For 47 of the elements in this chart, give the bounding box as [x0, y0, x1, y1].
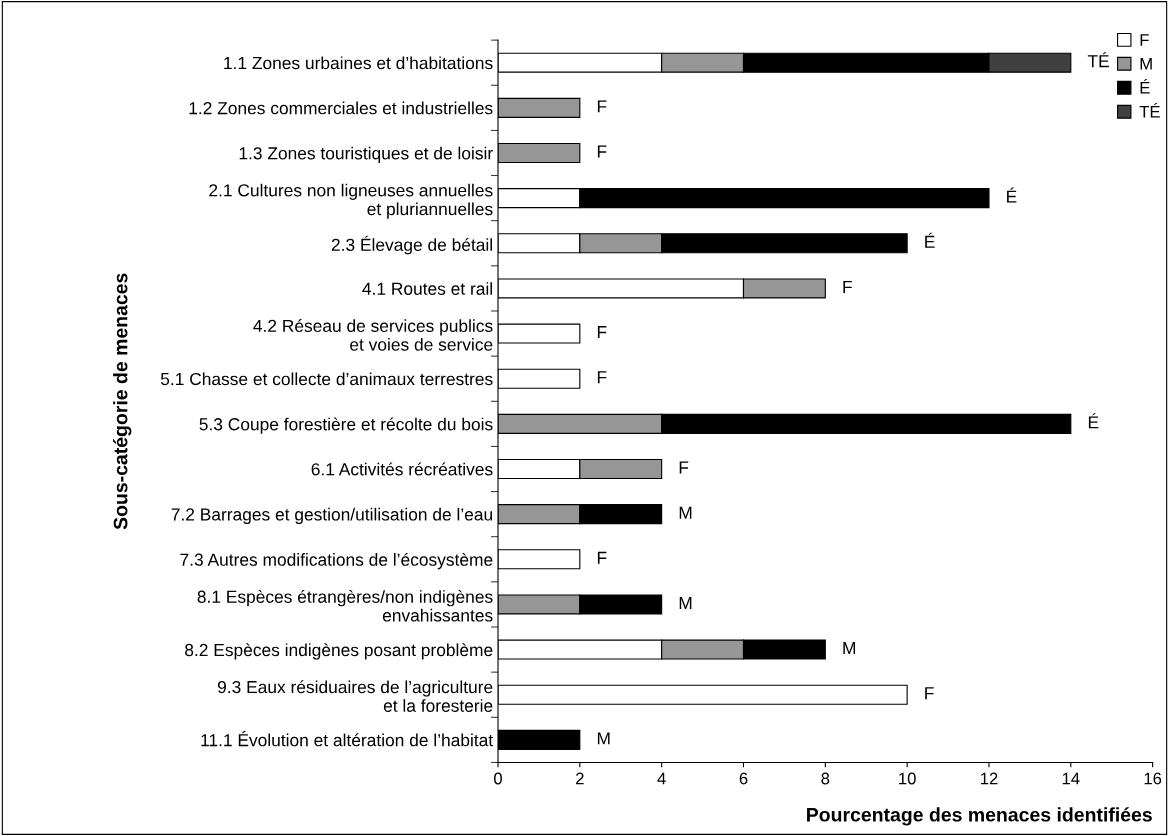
annotation: É — [1007, 187, 1017, 203]
x-tick-label: 14 — [1062, 772, 1080, 785]
y-tick-label: 11.1 Évolution et altération de l’habitat — [201, 731, 494, 747]
annotation: F — [597, 145, 607, 158]
annotation: F — [843, 280, 852, 293]
x-axis-title: Pourcentage des menaces identifiées — [807, 807, 1152, 826]
legend-label: É — [1140, 79, 1150, 94]
x-tick-label: 16 — [1144, 772, 1162, 785]
y-tick-label: 1.3 Zones touristiques et de loisir — [239, 146, 493, 163]
x-tick-label: 12 — [980, 772, 998, 785]
y-tick-label: 8.2 Espèces indigènes posant problème — [185, 643, 493, 660]
x-tick-label: 10 — [899, 772, 916, 785]
x-tick-label: 2 — [576, 772, 584, 785]
annotation: M — [679, 596, 692, 609]
y-tick-label: 8.1 Espèces étrangères/non indigènes envahissantes — [197, 589, 493, 622]
y-tick-label: 5.1 Chasse et collecte d’animaux terrestres — [160, 372, 493, 386]
legend-label: TÉ — [1139, 103, 1160, 118]
y-tick-label: 2.3 Élevage de bétail — [331, 235, 492, 255]
annotation: F — [925, 687, 934, 700]
legend-label: F — [1140, 34, 1149, 46]
y-tick-label: 6.1 Activités récréatives — [311, 462, 493, 476]
x-tick-label: 4 — [657, 772, 666, 785]
annotation: É — [925, 232, 935, 248]
y-tick-label: 4.1 Routes et rail — [362, 282, 492, 295]
annotation: TÉ — [1087, 52, 1109, 68]
legend-label: M — [1140, 58, 1152, 70]
x-tick-label: 0 — [494, 772, 502, 785]
annotation: F — [597, 551, 607, 564]
y-tick-label: 7.2 Barrages et gestion/utilisation de l’eau — [171, 507, 492, 525]
annotation: M — [843, 642, 856, 655]
annotation: F — [679, 461, 689, 474]
annotation: M — [679, 506, 692, 519]
x-tick-label: 8 — [821, 772, 830, 785]
y-tick-label: 7.3 Autres modifications de l’écosystème — [180, 552, 493, 570]
y-tick-label: 4.2 Réseau de services publics et voies de service — [253, 319, 493, 351]
y-axis-title: Sous-catégorie de menaces — [113, 273, 132, 530]
annotation: F — [597, 100, 607, 113]
y-tick-label: 1.2 Zones commerciales et industrielles — [189, 101, 493, 115]
y-tick-label: 1.1 Zones urbaines et d’habitations — [224, 56, 493, 70]
annotation: F — [597, 371, 607, 384]
y-tick-label: 9.3 Eaux résiduaires de l’agriculture et la foresterie — [217, 680, 493, 712]
x-tick-label: 6 — [739, 772, 748, 785]
y-tick-label: 5.3 Coupe forestière et récolte du bois — [199, 417, 493, 434]
annotation: M — [597, 732, 610, 745]
y-tick-label: 2.1 Cultures non ligneuses annuelles et pluriannuelles — [209, 183, 493, 219]
annotation: F — [597, 326, 607, 339]
annotation: É — [1088, 413, 1099, 429]
